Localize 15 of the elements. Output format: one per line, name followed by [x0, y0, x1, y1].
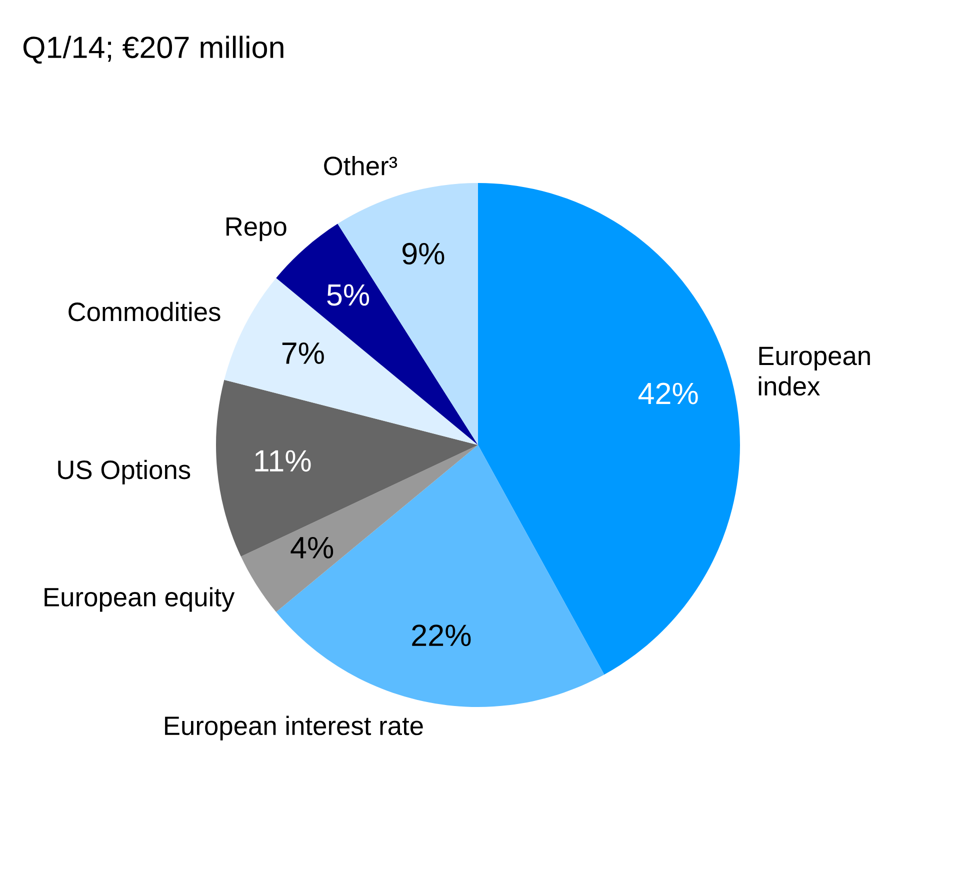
- data-label: 7%: [282, 342, 324, 364]
- data-label: 22%: [412, 624, 471, 646]
- data-label: 42%: [638, 382, 698, 404]
- slice-label: US Options: [58, 460, 190, 484]
- slice-label: European interest rate: [165, 716, 423, 740]
- data-label: 5%: [327, 284, 370, 306]
- data-label: 4%: [290, 536, 334, 558]
- slice-label: Commodities: [68, 302, 220, 322]
- data-label: 11%: [255, 450, 311, 472]
- data-label: 9%: [402, 242, 444, 265]
- slice-label: Other³: [324, 156, 398, 176]
- slice-label: Repo: [226, 217, 286, 242]
- slice-label: European index: [758, 346, 870, 396]
- chart-title: Q1/14; €207 million: [23, 36, 284, 64]
- slice-label: European equity: [44, 587, 235, 612]
